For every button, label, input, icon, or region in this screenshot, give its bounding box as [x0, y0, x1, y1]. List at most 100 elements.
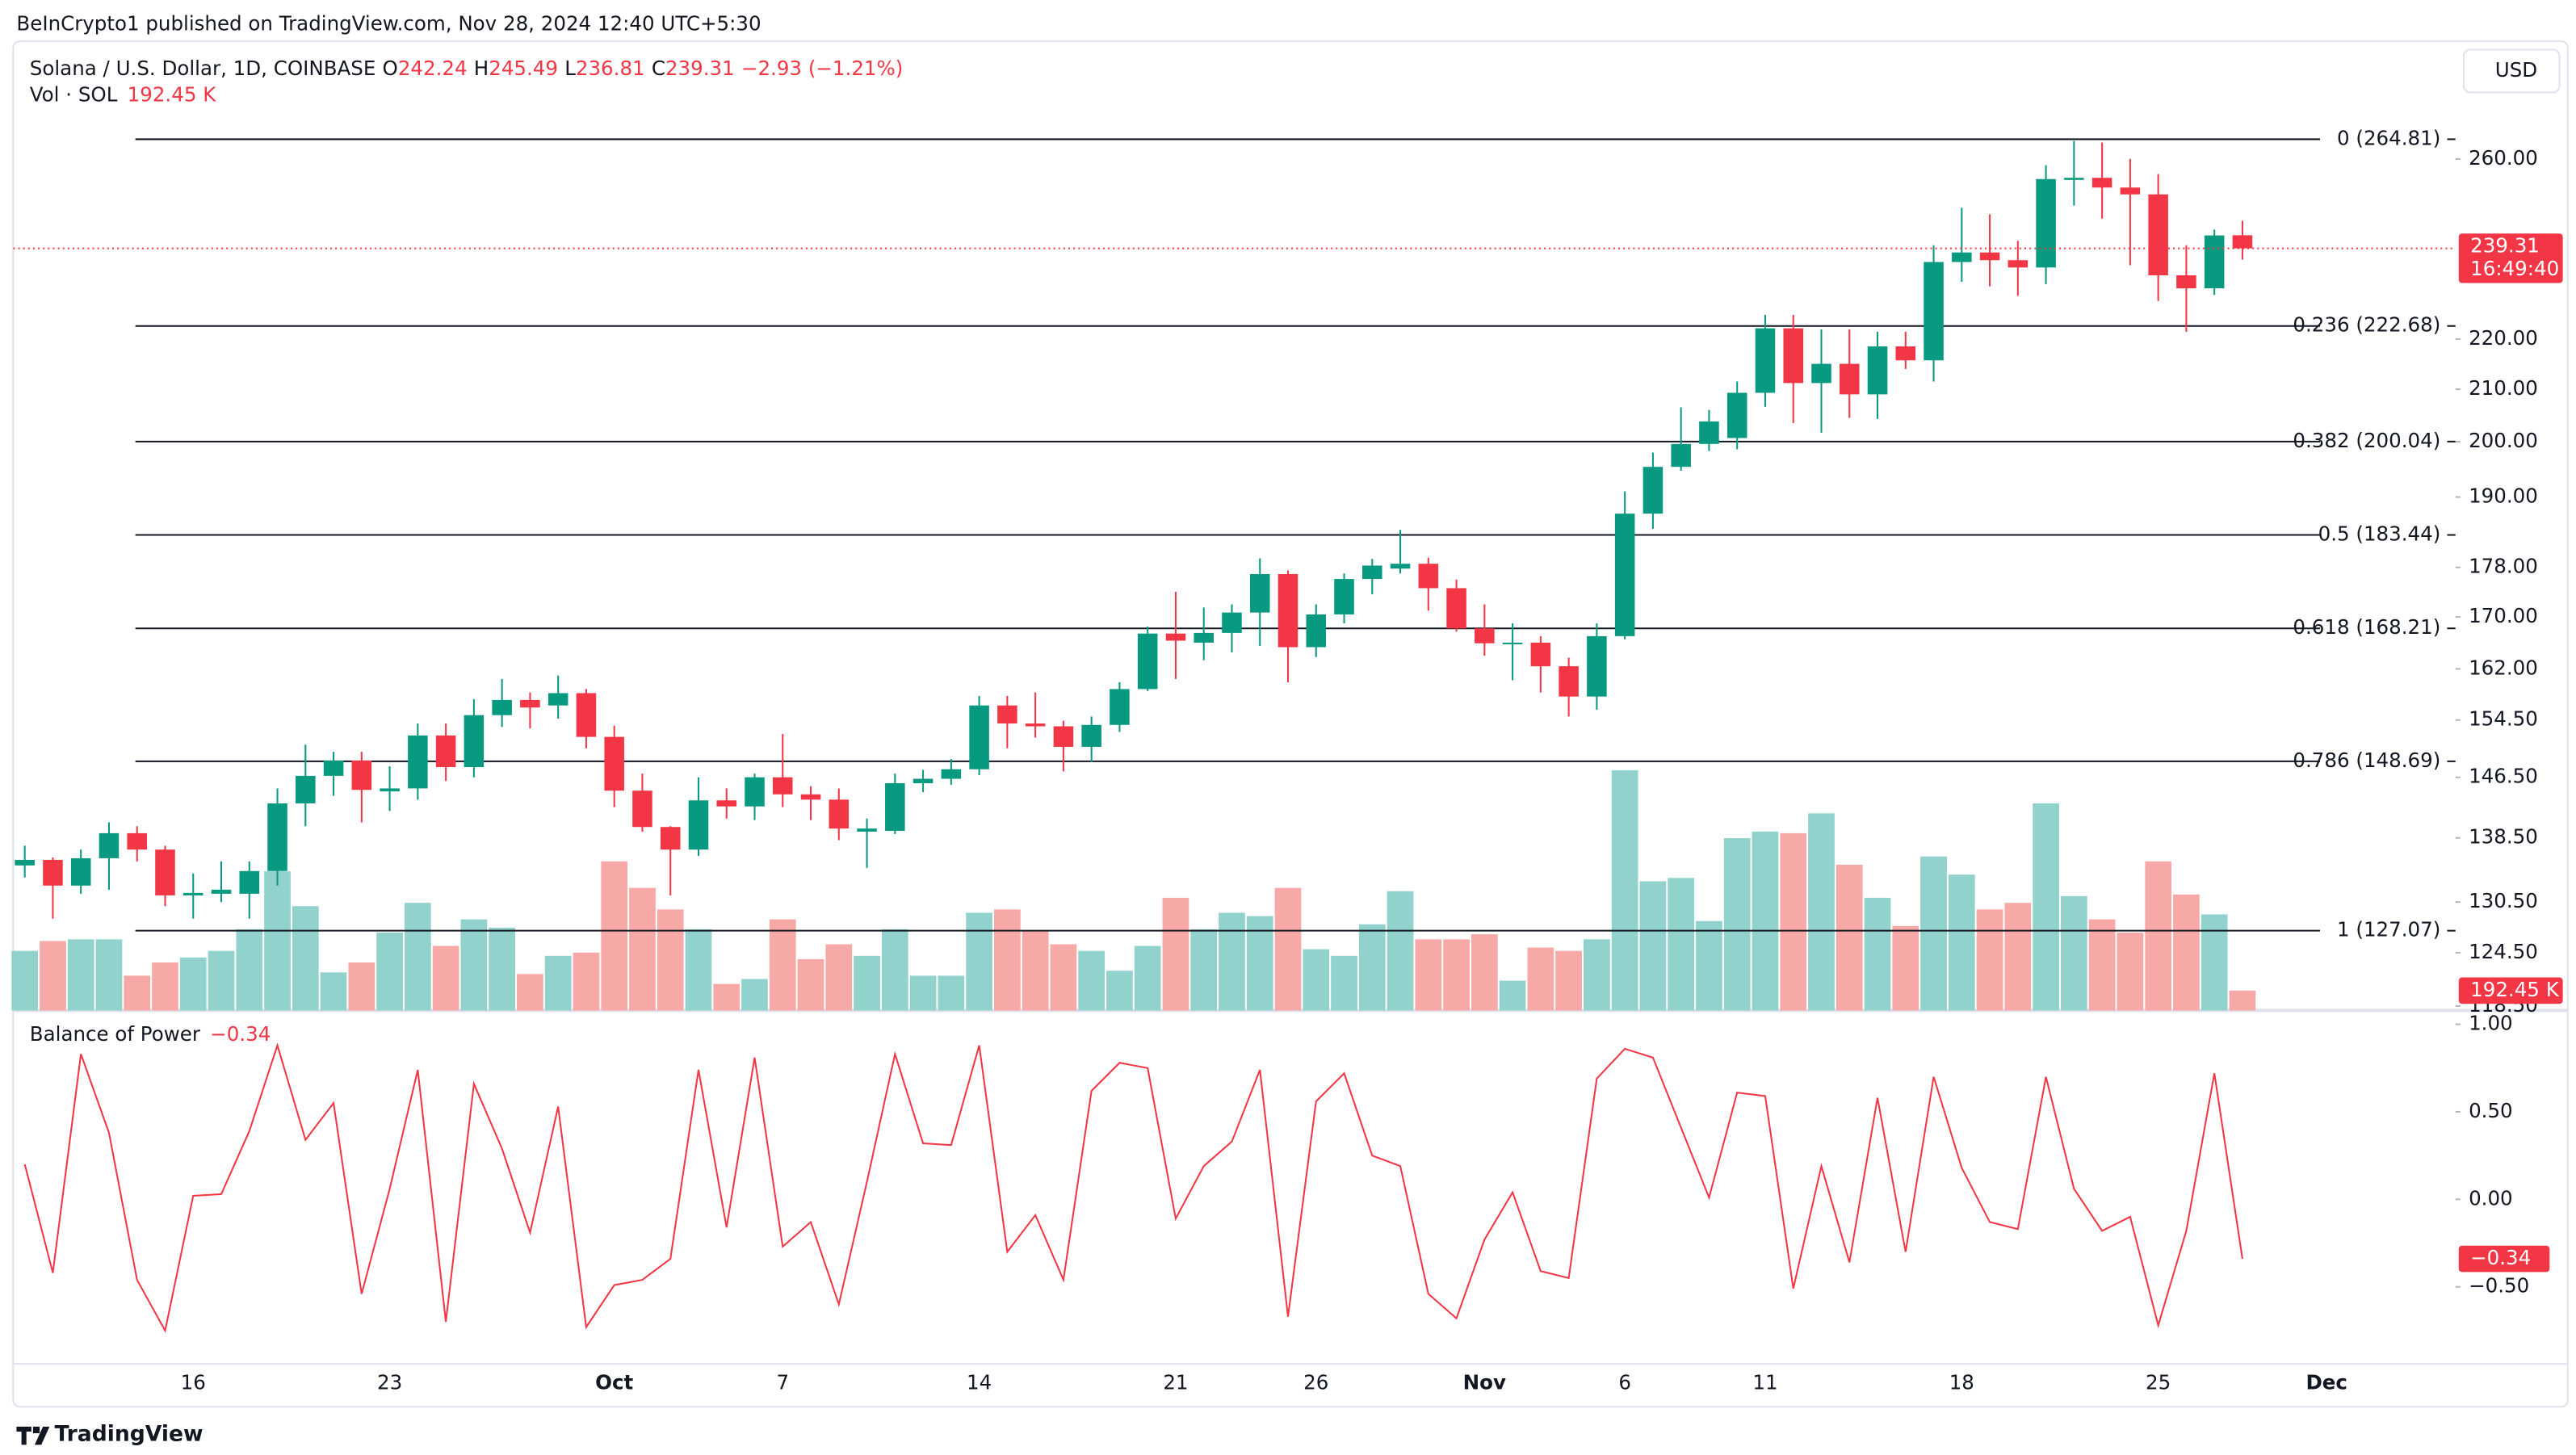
fib-label: 0 (264.81) — [2337, 126, 2440, 149]
volume-bar — [1948, 874, 1975, 1011]
candle-body — [211, 889, 232, 894]
volume-bar — [713, 983, 740, 1011]
candle-body — [2120, 187, 2141, 195]
chart-frame — [12, 40, 2569, 1408]
volume-bar — [432, 946, 459, 1011]
volume-bar — [292, 906, 319, 1011]
high-value: 245.49 — [489, 57, 558, 80]
candle-body — [885, 783, 905, 832]
candle-body — [548, 693, 568, 706]
volume-bar — [348, 962, 375, 1011]
volume-bar — [854, 955, 880, 1011]
candle-body — [1390, 564, 1411, 569]
y-tick-label: 124.50 — [2469, 940, 2538, 963]
volume-bar — [1415, 939, 1442, 1011]
candle-body — [70, 857, 91, 886]
candle-body — [408, 735, 428, 789]
currency[interactable]: USD — [2495, 58, 2537, 82]
x-tick-label: 25 — [2146, 1371, 2171, 1394]
candle-body — [1839, 363, 1860, 395]
volume-bar — [601, 861, 628, 1011]
volume-bar — [1639, 881, 1667, 1011]
candle-body — [2148, 194, 2168, 275]
candle-body — [2232, 235, 2253, 249]
x-tick-label: Oct — [595, 1371, 633, 1394]
candle-body — [1249, 573, 1270, 613]
candle-body — [1053, 726, 1074, 747]
y-tick-label: 1.00 — [2469, 1012, 2513, 1035]
volume-bar — [1611, 769, 1638, 1011]
volume-bar — [909, 975, 937, 1011]
ohlc-key: O — [383, 57, 398, 80]
volume-bar — [404, 903, 431, 1011]
volume-tag — [2458, 977, 2563, 1004]
candle-body — [464, 715, 485, 768]
footer-text: TradingView — [54, 1422, 203, 1447]
x-tick-label: Nov — [1463, 1371, 1506, 1394]
candle-body — [857, 828, 877, 832]
candle-body — [1306, 614, 1327, 648]
volume-bar — [1050, 944, 1077, 1011]
candle-body — [2064, 178, 2084, 180]
candle-body — [1811, 363, 1831, 384]
volume-bar — [573, 952, 600, 1011]
fib-label: 0.236 (222.68) — [2293, 313, 2440, 337]
volume-bar — [208, 950, 235, 1011]
volume-bar — [1331, 955, 1357, 1011]
currency-button[interactable] — [2462, 48, 2561, 94]
candle-body — [296, 775, 316, 803]
volume-bar — [1219, 912, 1245, 1011]
candle-body — [997, 705, 1017, 724]
volume-bar — [1892, 925, 1919, 1011]
low-value: 236.81 — [576, 57, 645, 80]
volume-bar — [741, 979, 768, 1011]
volume-bar — [460, 919, 488, 1011]
volume-bar — [40, 941, 66, 1011]
candle-body — [829, 799, 850, 829]
candle-body — [183, 892, 203, 895]
volume-bar — [1723, 838, 1751, 1011]
y-tick-label: −0.50 — [2469, 1274, 2529, 1298]
candle-body — [1137, 633, 1158, 690]
volume-bar — [2173, 894, 2200, 1011]
volume-bar — [685, 929, 712, 1011]
volume-bar — [881, 929, 908, 1011]
candle-body — [1895, 346, 1916, 361]
candle-body — [267, 803, 287, 871]
fib-label: 0.382 (200.04) — [2293, 429, 2440, 452]
candle-body — [1671, 443, 1691, 468]
candle-body — [745, 777, 765, 807]
y-tick-label: 260.00 — [2469, 146, 2538, 170]
volume-bar — [489, 927, 515, 1011]
candle-body — [351, 760, 372, 790]
candle-body — [576, 693, 597, 737]
volume-bar — [1134, 946, 1161, 1011]
volume-bar — [544, 955, 572, 1011]
volume-bar — [938, 975, 965, 1011]
x-tick-label: 7 — [776, 1371, 789, 1394]
volume-bar — [2033, 803, 2059, 1011]
last-price-tag-value: 239.31 — [2470, 234, 2540, 258]
y-tick-label: 210.00 — [2469, 376, 2538, 400]
candle-body — [1952, 252, 1972, 262]
change: −2.93 (−1.21%) — [741, 57, 903, 80]
volume-bar — [1527, 947, 1554, 1011]
candle-body — [1643, 467, 1663, 514]
candle-body — [1614, 514, 1635, 636]
candle-body — [1783, 328, 1803, 384]
volume-bar — [67, 939, 94, 1011]
ohlc-key: H — [474, 57, 489, 80]
candle-body — [1110, 689, 1130, 725]
x-tick-label: Dec — [2305, 1371, 2347, 1394]
candle-body — [1081, 724, 1101, 747]
ohlc-key: C — [652, 57, 665, 80]
volume-bar — [1246, 916, 1273, 1011]
candle-body — [2204, 235, 2225, 289]
candle-body — [99, 832, 120, 858]
y-tick-label: 170.00 — [2469, 604, 2538, 627]
y-tick-label: 146.50 — [2469, 765, 2538, 788]
candle-body — [380, 788, 400, 792]
candle-body — [1194, 632, 1214, 643]
